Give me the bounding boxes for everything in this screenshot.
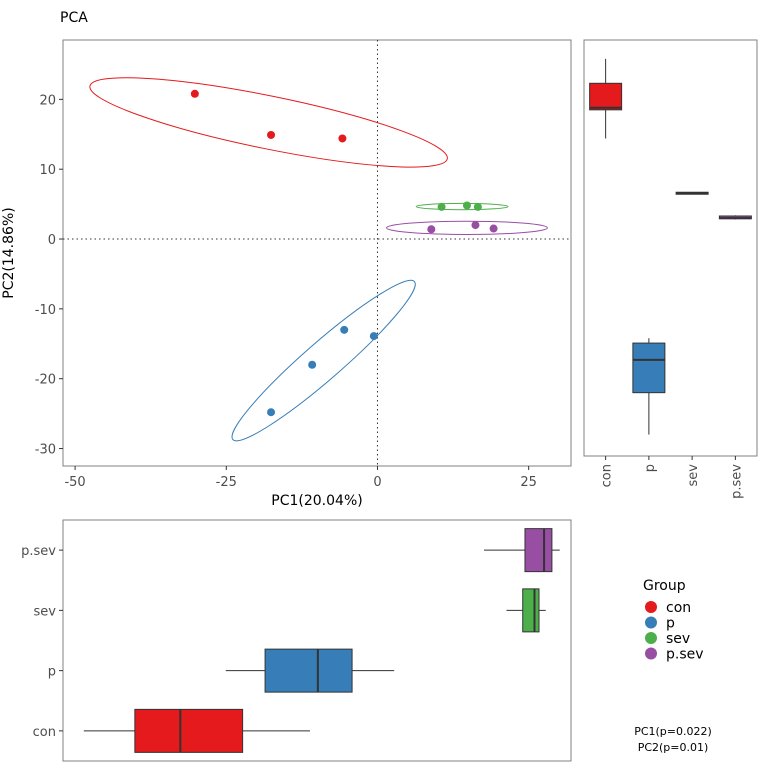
pc1-box-sev <box>522 588 540 633</box>
point-p-sev-2 <box>471 221 480 230</box>
point-con-3 <box>338 134 347 143</box>
legend-label-con: con <box>666 600 691 616</box>
pc2-category-ticks: con p sev p.sev <box>600 456 744 499</box>
point-sev-1 <box>437 202 446 211</box>
pc1-tick-label: p.sev <box>21 544 56 559</box>
ellipse-con <box>89 77 448 168</box>
point-p-4 <box>369 332 378 341</box>
legend-title: Group <box>643 578 686 594</box>
pc2-box-con <box>589 82 623 111</box>
pc2-box-p <box>632 342 666 394</box>
p-value-annotation: PC2(p=0.01) <box>638 741 709 754</box>
pc1-tick-label: sev <box>34 604 57 619</box>
y-tick-label: -20 <box>35 373 56 388</box>
point-p-3 <box>340 325 349 334</box>
x-tick-label: 0 <box>373 475 381 490</box>
point-p-sev-1 <box>427 225 436 234</box>
y-tick-label: 20 <box>39 93 56 108</box>
legend-label-p: p <box>666 616 675 632</box>
legend-label-p-sev: p.sev <box>666 647 704 663</box>
ellipse-sev <box>415 202 509 211</box>
main-panel-border <box>62 39 572 467</box>
pc2-tick-label: p <box>643 464 658 472</box>
pc2-tick-label: con <box>600 464 615 487</box>
point-p-1 <box>267 408 276 417</box>
pc1-boxes <box>83 528 560 753</box>
y-tick-label: 10 <box>39 163 56 178</box>
point-p-sev-3 <box>489 224 498 233</box>
pc2-panel-border <box>583 39 758 457</box>
y-tick-label: -30 <box>35 443 56 458</box>
ellipse-p-sev <box>386 220 548 235</box>
x-axis-ticks: -50 -25 0 25 <box>64 466 537 490</box>
reference-lines <box>63 40 571 466</box>
pc1-box-p-sev <box>524 528 553 573</box>
pc1-tick-label: con <box>33 725 56 740</box>
pc2-tick-label: sev <box>686 464 701 487</box>
ellipse-p <box>231 279 416 442</box>
chart-title: PCA <box>60 10 88 26</box>
point-p-2 <box>308 360 317 369</box>
x-tick-label: 25 <box>520 475 537 490</box>
y-tick-label: -10 <box>35 303 56 318</box>
point-sev-2 <box>462 201 471 210</box>
y-axis-ticks: 20 10 0 -10 -20 -30 <box>35 93 63 458</box>
legend-key-p-sev <box>645 647 657 660</box>
pc1-tick-label: p <box>48 665 56 680</box>
confidence-ellipses <box>89 77 548 442</box>
point-con-1 <box>190 89 199 98</box>
legend-label-sev: sev <box>666 631 690 647</box>
y-tick-label: 0 <box>48 233 56 248</box>
x-tick-label: -50 <box>64 475 85 490</box>
pc1-boxplot-panel: con p sev p.sev <box>21 519 572 762</box>
point-sev-3 <box>473 202 482 211</box>
pc1-panel-border <box>62 519 572 762</box>
legend-key-p <box>645 616 657 629</box>
p-value-annotation: PC1(p=0.022) <box>634 725 712 738</box>
pc1-box-con <box>134 708 244 753</box>
sample-points <box>190 89 498 417</box>
pc2-tick-label: p.sev <box>729 464 744 499</box>
point-con-2 <box>267 130 276 139</box>
pc1-category-ticks: con p sev p.sev <box>21 544 63 740</box>
legend-key-sev <box>645 632 657 644</box>
legend-key-con <box>645 601 657 613</box>
pc1-box-p <box>264 648 353 693</box>
pc2-boxplot-panel: con p sev p.sev <box>583 39 758 499</box>
x-axis-title: PC1(20.04%) <box>271 493 362 509</box>
pca-scatter-panel: -50 -25 0 25 20 10 0 -10 -20 -30 <box>35 39 572 490</box>
y-axis-title: PC2(14.86%) <box>1 207 17 298</box>
x-tick-label: -25 <box>216 475 237 490</box>
p-value-annotations: PC1(p=0.022) PC2(p=0.01) <box>634 725 712 754</box>
pc2-boxes <box>589 58 752 435</box>
